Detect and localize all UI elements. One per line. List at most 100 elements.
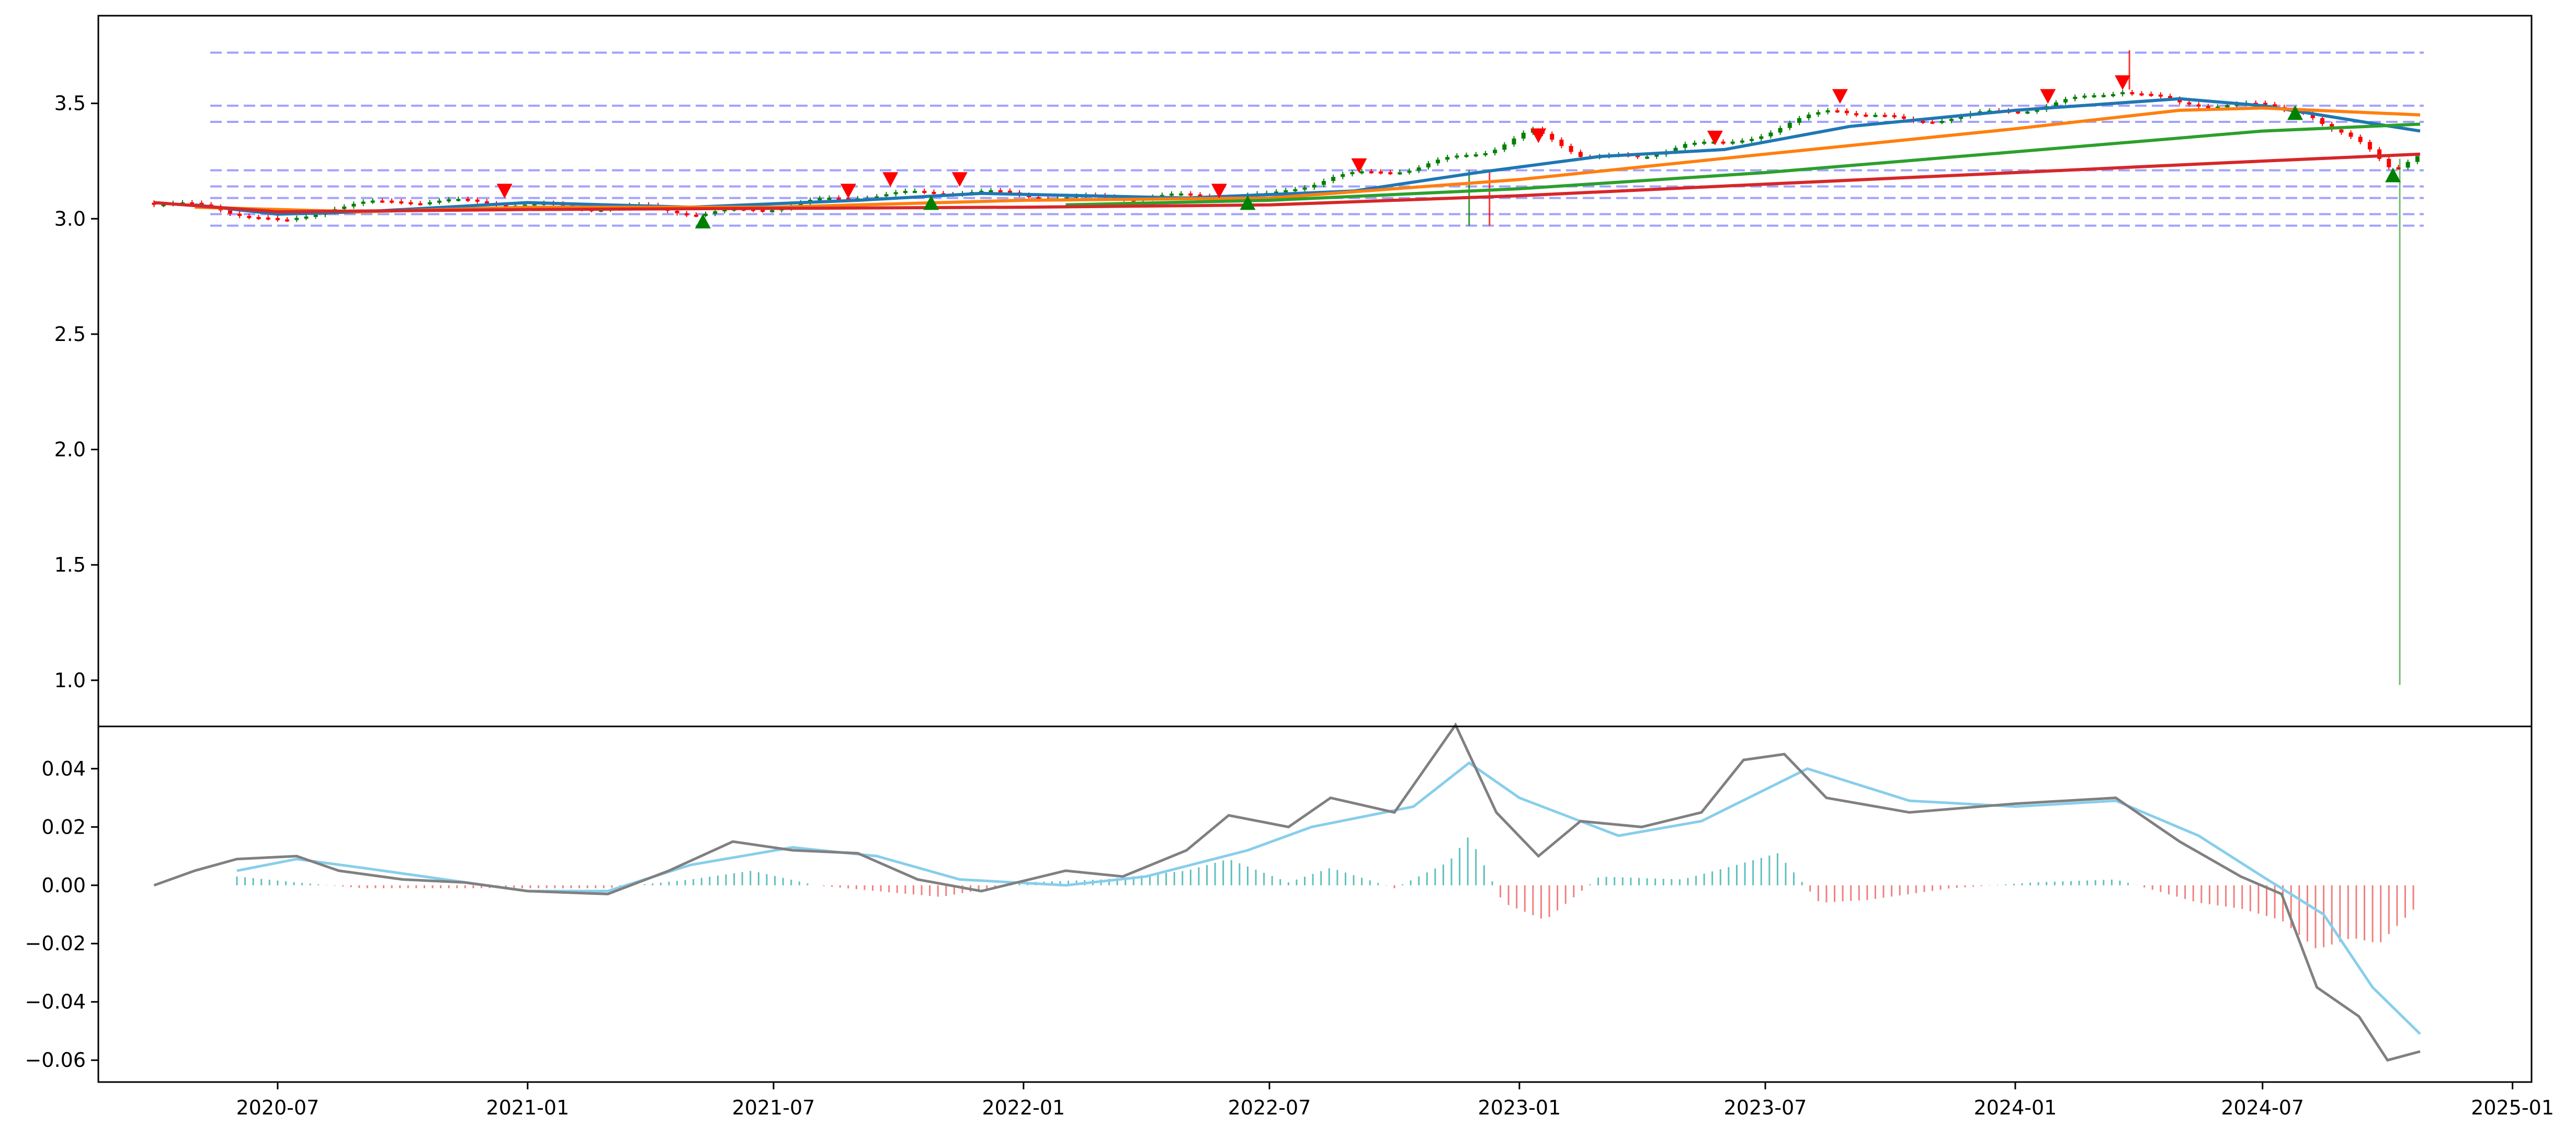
x-tick-label: 2021-01: [486, 1096, 569, 1119]
candle-body: [1521, 132, 1526, 139]
candle-body: [390, 200, 394, 203]
candle-body: [1416, 167, 1421, 171]
oscillator-y-tick-label: 0.02: [41, 815, 86, 838]
sell-signal-marker: [951, 172, 968, 187]
candle-body: [1730, 141, 1735, 144]
candle-body: [2225, 105, 2230, 108]
candle-body: [1721, 141, 1726, 144]
candle-body: [1407, 170, 1412, 173]
candle-body: [1331, 177, 1336, 181]
candle-body: [2387, 158, 2391, 167]
candle-body: [684, 213, 689, 215]
candle-body: [770, 210, 775, 212]
candle-body: [370, 200, 375, 203]
oscillator-y-tick-label: 0.00: [41, 874, 86, 897]
candle-body: [875, 196, 879, 199]
candle-body: [1816, 112, 1821, 115]
candle-body: [1007, 190, 1012, 193]
sell-signal-marker: [1211, 184, 1227, 199]
candle-body: [1550, 133, 1554, 140]
sell-signal-marker: [496, 184, 513, 199]
candle-body: [1502, 144, 1507, 150]
price-y-tick-label: 2.5: [54, 323, 86, 346]
candle-body: [1882, 115, 1887, 117]
x-tick-label: 2024-01: [1974, 1096, 2057, 1119]
x-tick-label: 2023-01: [1478, 1096, 1561, 1119]
candle-body: [275, 218, 280, 220]
candle-body: [1436, 160, 1440, 164]
candle-body: [1635, 155, 1640, 157]
candle-body: [1864, 115, 1868, 117]
candle-body: [761, 210, 765, 212]
candle-body: [1692, 142, 1697, 145]
candle-body: [504, 204, 508, 207]
oscillator-axes-frame: [97, 725, 2533, 1083]
sell-signal-marker: [1351, 158, 1367, 173]
candle-body: [1321, 181, 1326, 185]
oscillator-y-tick-label: −0.04: [25, 991, 86, 1014]
candle-body: [2110, 94, 2115, 97]
candle-body: [1787, 122, 1792, 128]
candle-body: [1312, 185, 1317, 188]
x-tick-label: 2022-01: [982, 1096, 1065, 1119]
candle-body: [1825, 110, 1830, 112]
candle-body: [447, 199, 451, 202]
price-y-tick-label: 3.0: [54, 207, 86, 230]
candle-body: [1959, 116, 1964, 119]
candle-body: [2130, 92, 2135, 95]
candle-body: [1169, 194, 1174, 196]
candle-body: [1854, 113, 1859, 116]
candle-body: [1673, 147, 1678, 152]
candle-body: [1578, 152, 1583, 157]
candle-body: [484, 201, 489, 204]
moving-average-line: [195, 106, 2421, 214]
candle-body: [1835, 110, 1840, 112]
candle-body: [1302, 187, 1307, 190]
price-y-tick-label: 1.5: [54, 553, 86, 576]
candle-body: [1455, 155, 1459, 158]
price-y-tick-label: 3.5: [54, 92, 86, 115]
buy-signal-marker: [2287, 105, 2303, 120]
candle-body: [1921, 121, 1925, 123]
oscillator-panel: −0.06 −0.04 −0.02 0.00 0.02 0.04 2020-07 2021-0…: [25, 722, 2554, 1119]
candle-body: [237, 213, 242, 216]
sell-signal-marker: [2040, 89, 2056, 104]
candle-body: [1483, 153, 1488, 155]
candle-body: [266, 217, 270, 220]
candle-body: [1274, 191, 1278, 194]
sell-signal-marker: [840, 184, 856, 199]
candle-body: [913, 190, 917, 193]
candle-body: [437, 200, 441, 203]
candle-body: [1750, 139, 1754, 141]
candle-body: [2273, 104, 2277, 107]
candle-body: [1359, 171, 1364, 174]
candle-body: [893, 192, 898, 195]
candle-body: [313, 214, 318, 217]
candle-body: [1778, 128, 1783, 133]
candle-body: [256, 217, 261, 219]
candle-body: [1473, 154, 1478, 157]
x-tick-label: 2021-07: [732, 1096, 815, 1119]
candle-body: [1939, 121, 1944, 123]
candle-body: [2215, 106, 2220, 109]
candle-body: [2120, 92, 2125, 95]
candle-body: [2187, 102, 2192, 105]
candle-body: [2320, 118, 2324, 124]
candle-body: [1493, 150, 1497, 153]
candle-body: [2082, 95, 2087, 98]
sell-signal-marker: [2115, 75, 2131, 90]
candle-body: [190, 202, 195, 205]
candle-body: [1901, 116, 1906, 119]
candle-body: [2348, 132, 2353, 137]
candle-body: [456, 199, 461, 201]
candle-body: [1512, 138, 1516, 145]
candle-body: [2196, 104, 2201, 107]
candle-body: [1188, 193, 1193, 196]
candle-body: [1198, 194, 1202, 197]
buy-signal-marker: [923, 195, 939, 210]
candle-body: [1378, 171, 1383, 174]
candle-body: [2139, 93, 2144, 96]
candle-body: [922, 190, 927, 193]
sell-signal-marker: [1530, 128, 1547, 143]
candle-body: [418, 203, 423, 206]
